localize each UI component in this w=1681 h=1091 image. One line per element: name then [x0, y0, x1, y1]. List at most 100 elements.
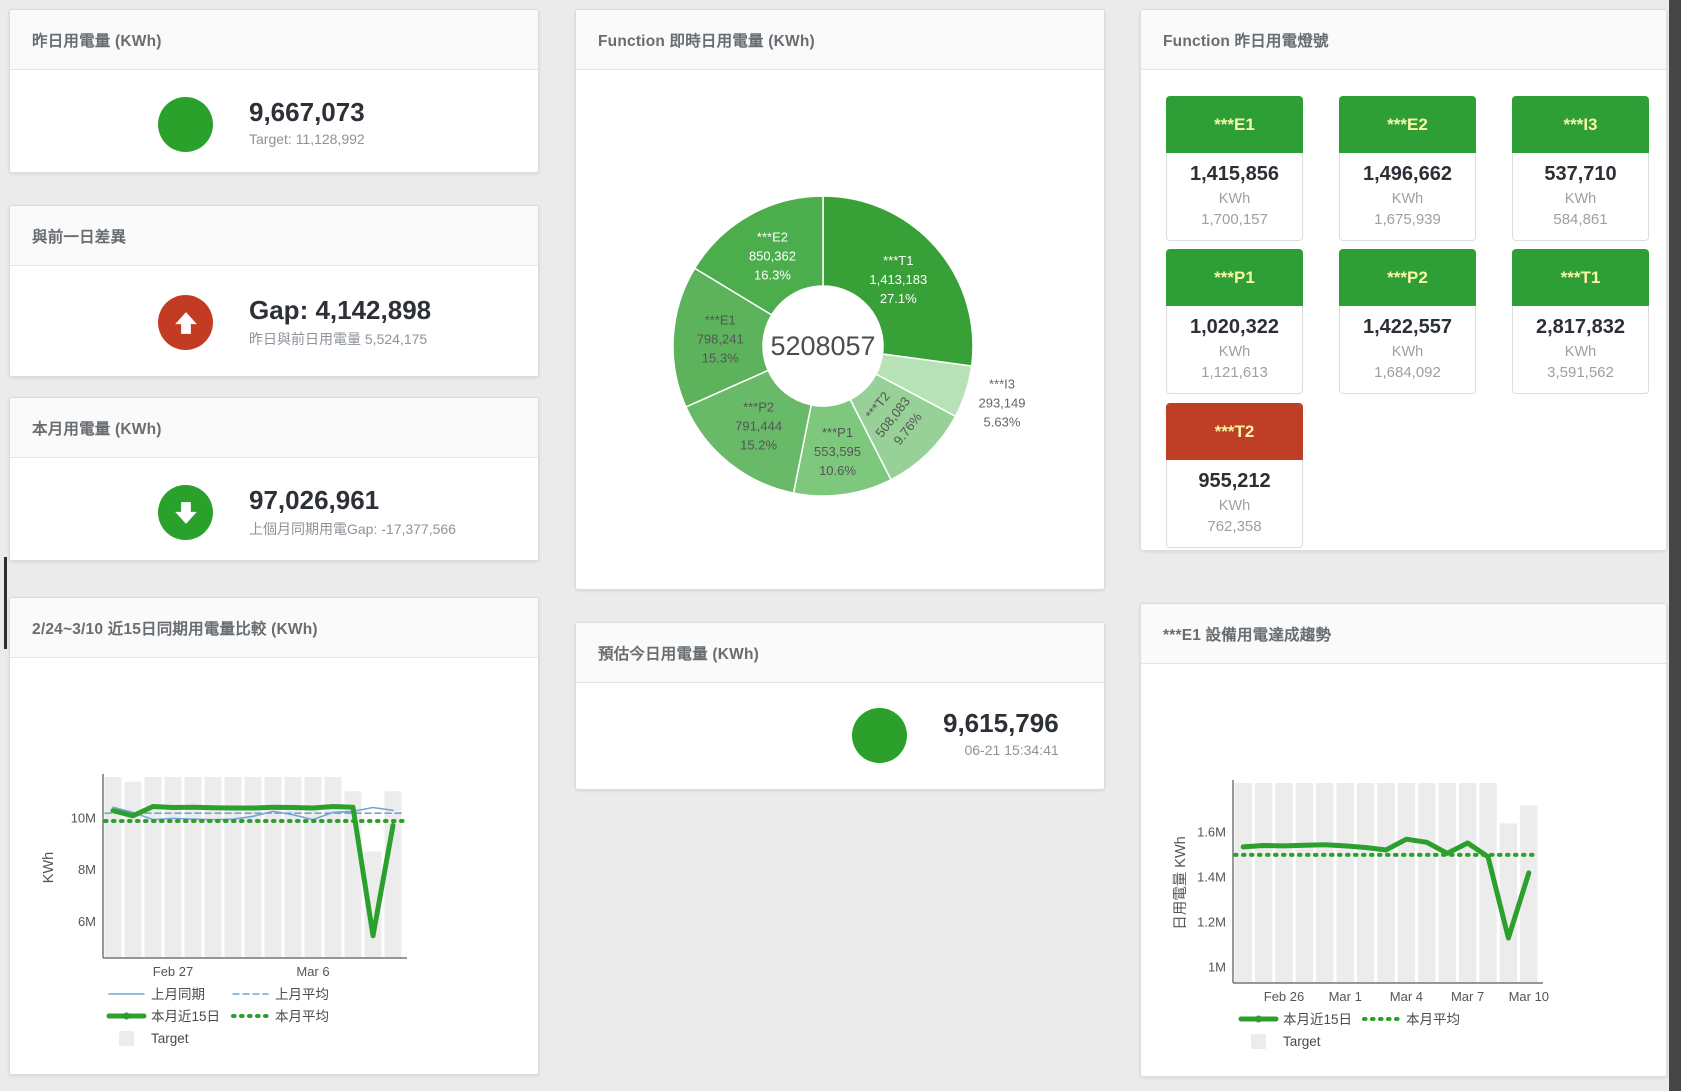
- light-tile-P1[interactable]: ***P1 1,020,322 KWh 1,121,613: [1166, 249, 1303, 394]
- svg-text:***E1: ***E1: [705, 312, 736, 327]
- svg-text:1,413,183: 1,413,183: [869, 272, 927, 287]
- target-bar[interactable]: [1336, 783, 1354, 983]
- month-usage-value: 97,026,961: [249, 485, 380, 515]
- target-bar[interactable]: [1316, 783, 1334, 983]
- tile-status-header: ***P2: [1339, 249, 1476, 306]
- tile-body: 537,710 KWh 584,861: [1512, 153, 1649, 241]
- target-bar[interactable]: [224, 777, 242, 958]
- light-tile-I3[interactable]: ***I3 537,710 KWh 584,861: [1512, 96, 1649, 241]
- target-bar[interactable]: [1377, 783, 1395, 983]
- target-bar[interactable]: [1254, 783, 1273, 983]
- month-usage-card: 本月用電量 (KWh) 97,026,961 上個月同期用電Gap: -17,3…: [9, 397, 539, 561]
- tile-value: 1,415,856: [1190, 163, 1279, 185]
- target-bar[interactable]: [304, 777, 322, 958]
- target-bar[interactable]: [1438, 783, 1456, 983]
- arrow-up-icon: [158, 295, 213, 350]
- target-bar[interactable]: [1520, 805, 1538, 983]
- target-bar[interactable]: [1397, 783, 1416, 983]
- tile-value: 2,817,832: [1536, 316, 1625, 338]
- target-bar[interactable]: [164, 777, 182, 958]
- donut-label-I3: ***I3 293,149 5.63%: [978, 377, 1025, 430]
- y-axis-label: 日用電量 KWh: [1173, 836, 1189, 929]
- svg-text:15.2%: 15.2%: [740, 437, 777, 452]
- lights-card-title: Function 昨日用電燈號: [1163, 32, 1329, 50]
- tile-body: 1,422,557 KWh 1,684,092: [1339, 306, 1476, 394]
- status-circle-icon: [852, 708, 907, 763]
- svg-text:791,444: 791,444: [735, 418, 782, 433]
- svg-text:5.63%: 5.63%: [984, 415, 1021, 430]
- tile-unit: KWh: [1391, 344, 1424, 360]
- donut-segment-P2[interactable]: [684, 369, 813, 494]
- target-bar[interactable]: [1356, 783, 1375, 983]
- compare-chart-card: 2/24~3/10 近15日同期用電量比較 (KWh) 6M 8M 10M Feb 2…: [9, 597, 539, 1075]
- svg-text:15.3%: 15.3%: [702, 350, 739, 365]
- light-tile-T1[interactable]: ***T1 2,817,832 KWh 3,591,562: [1512, 249, 1649, 394]
- target-bar[interactable]: [384, 791, 402, 958]
- target-bar[interactable]: [1458, 783, 1477, 983]
- svg-text:上月平均: 上月平均: [275, 987, 329, 1002]
- donut-segment-E2[interactable]: [693, 195, 824, 316]
- legend-item-本月平均[interactable]: 本月平均: [231, 1009, 329, 1024]
- x-tick-label: Mar 6: [296, 964, 329, 979]
- tile-threshold: 3,591,562: [1547, 364, 1614, 381]
- realtime-donut-title: Function 即時日用電量 (KWh): [598, 32, 815, 50]
- light-tile-T2[interactable]: ***T2 955,212 KWh 762,358: [1166, 403, 1303, 548]
- light-tile-P2[interactable]: ***P2 1,422,557 KWh 1,684,092: [1339, 249, 1476, 394]
- target-bar[interactable]: [104, 777, 122, 958]
- series-line-上月同期[interactable]: [112, 806, 394, 821]
- target-bar[interactable]: [184, 777, 202, 958]
- target-bar[interactable]: [204, 777, 222, 958]
- target-bar[interactable]: [244, 777, 262, 958]
- tile-body: 2,817,832 KWh 3,591,562: [1512, 306, 1649, 394]
- legend-item-上月平均[interactable]: 上月平均: [232, 987, 329, 1002]
- target-bar[interactable]: [284, 777, 302, 958]
- legend-item-上月同期[interactable]: 上月同期: [108, 987, 205, 1002]
- gap-card-header: 與前一日差異: [10, 206, 538, 266]
- series-line-本月近15日[interactable]: [110, 803, 396, 939]
- target-bar[interactable]: [264, 777, 282, 958]
- tile-unit: KWh: [1564, 344, 1597, 360]
- donut-segment-T1[interactable]: [822, 195, 974, 367]
- tile-value: 1,496,662: [1363, 163, 1452, 185]
- yesterday-usage-value: 9,667,073: [249, 97, 365, 127]
- target-bar[interactable]: [1234, 783, 1252, 983]
- gap-card: 與前一日差異 Gap: 4,142,898 昨日與前日用電量 5,524,175: [9, 205, 539, 377]
- svg-text:293,149: 293,149: [978, 396, 1025, 411]
- light-tile-E2[interactable]: ***E2 1,496,662 KWh 1,675,939: [1339, 96, 1476, 241]
- legend-item-本月平均[interactable]: 本月平均: [1362, 1012, 1460, 1027]
- realtime-donut-card: Function 即時日用電量 (KWh) ***T1 1,413,183 27.1…: [575, 9, 1105, 590]
- gap-card-title: 與前一日差異: [32, 228, 127, 246]
- target-bar[interactable]: [1499, 823, 1518, 983]
- trend-chart[interactable]: 1M 1.2M 1.4M 1.6M Feb 26 Mar 1 Mar 4 Mar 7 Mar 1…: [1141, 664, 1668, 1078]
- donut-label-T1: ***T1 1,413,183 27.1%: [869, 253, 927, 306]
- x-tick-label: Mar 10: [1509, 989, 1549, 1004]
- yesterday-usage-target: Target: 11,128,992: [249, 131, 365, 147]
- donut-segment-E1[interactable]: [672, 267, 773, 408]
- donut-chart[interactable]: ***T1 1,413,183 27.1% ***I3 293,149 5.63% ***T…: [576, 70, 1106, 591]
- legend-item-本月近15日[interactable]: 本月近15日: [106, 1009, 220, 1024]
- target-bar[interactable]: [1295, 783, 1314, 983]
- y-tick-label: 6M: [78, 914, 96, 929]
- tile-unit: KWh: [1564, 191, 1597, 207]
- svg-text:Target: Target: [1283, 1034, 1321, 1049]
- tile-body: 1,020,322 KWh 1,121,613: [1166, 306, 1303, 394]
- lights-card: Function 昨日用電燈號 ***E1 1,415,856 KWh 1,700,1…: [1140, 9, 1667, 551]
- scrollbar[interactable]: [1669, 0, 1681, 1091]
- tile-status-header: ***E1: [1166, 96, 1303, 153]
- series-line-本月近15日[interactable]: [1240, 836, 1532, 941]
- legend-item-本月近15日[interactable]: 本月近15日: [1238, 1012, 1352, 1027]
- target-bar[interactable]: [1479, 783, 1497, 983]
- svg-text:***T1: ***T1: [883, 253, 913, 268]
- target-bar[interactable]: [124, 781, 142, 958]
- yesterday-usage-card: 昨日用電量 (KWh) 9,667,073 Target: 11,128,992: [9, 9, 539, 173]
- target-bar[interactable]: [1418, 783, 1436, 983]
- legend-item-Target[interactable]: Target: [1251, 1034, 1321, 1049]
- light-tile-E1[interactable]: ***E1 1,415,856 KWh 1,700,157: [1166, 96, 1303, 241]
- legend-item-Target[interactable]: Target: [119, 1031, 189, 1046]
- y-tick-label: 10M: [71, 810, 96, 825]
- target-bar[interactable]: [364, 851, 382, 958]
- estimate-card-title: 預估今日用電量 (KWh): [598, 645, 760, 663]
- target-bar[interactable]: [144, 777, 162, 958]
- target-bar[interactable]: [1275, 783, 1293, 983]
